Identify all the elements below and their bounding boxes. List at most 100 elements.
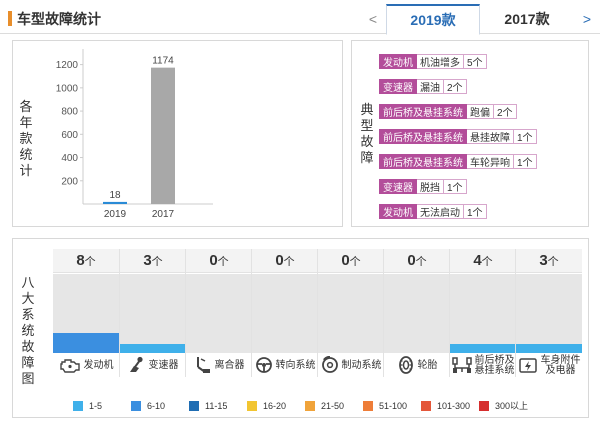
- system-bar-area: [318, 274, 384, 353]
- fault-item[interactable]: 变速器 漏油 2个: [379, 79, 467, 94]
- axle-suspension-icon: [451, 356, 472, 377]
- y-tick-label: 200: [61, 176, 78, 187]
- year-tabs: < 2019款 2017款 >: [360, 4, 600, 35]
- system-fault-count: 3个: [516, 249, 582, 273]
- legend-item: 11-15: [189, 399, 247, 412]
- legend-item: 1-5: [73, 399, 131, 412]
- eight-systems-label: 八 大 系 统 故 障 图: [21, 275, 35, 386]
- year-stats-panel: 各 年 款 统 计 200 400 600 800 1000 1200 18 2019 1174…: [12, 40, 343, 227]
- fault-symptom: 跑偏: [467, 104, 494, 119]
- bar-value-label: 18: [109, 190, 121, 201]
- systems-grid: 8个 发动机 3个 变速器 0个 离合器 0个 转向系统 0个 制动系统 0个 轮胎 4个 前后桥及 悬挂系…: [53, 249, 582, 377]
- year-bar-chart: 200 400 600 800 1000 1200 18 2019 1174 2017: [56, 49, 213, 220]
- bar-value-label: 1174: [152, 56, 174, 67]
- system-bar-area: [120, 274, 186, 353]
- legend-swatch: [305, 400, 315, 411]
- fault-category: 前后桥及悬挂系统: [379, 104, 467, 119]
- system-column[interactable]: 0个 转向系统: [251, 249, 318, 377]
- fault-count: 1个: [514, 154, 537, 169]
- system-count-value: 4: [473, 252, 482, 269]
- fault-symptom: 悬挂故障: [467, 129, 514, 144]
- legend-label: 51-100: [379, 400, 408, 411]
- y-tick-label: 1000: [56, 83, 79, 94]
- system-fault-count: 0个: [318, 249, 384, 273]
- fault-category: 变速器: [379, 79, 417, 94]
- tab-2017[interactable]: 2017款: [504, 11, 550, 27]
- legend-swatch: [247, 400, 257, 411]
- legend-label: 1-5: [89, 400, 103, 411]
- fault-category: 变速器: [379, 179, 417, 194]
- system-count-value: 0: [407, 252, 416, 269]
- x-tick-label: 2019: [104, 209, 127, 220]
- system-label: 发动机: [53, 355, 119, 377]
- title-accent-bar: [8, 11, 12, 26]
- system-column[interactable]: 0个制动系统: [317, 249, 384, 377]
- legend-swatch: [363, 400, 373, 411]
- fault-count: 1个: [444, 179, 467, 194]
- system-name: 离合器: [214, 360, 245, 371]
- system-column[interactable]: 3个 变速器: [119, 249, 186, 377]
- severity-legend: 1-5 6-10 11-15 16-20 21-50 51-100 101-300 300以上: [73, 399, 537, 412]
- system-fault-count: 3个: [120, 249, 186, 273]
- legend-label: 101-300: [437, 400, 471, 411]
- system-fault-count: 0个: [384, 249, 450, 273]
- system-name: 前后桥及 悬挂系统: [474, 355, 515, 376]
- system-label: 车身附件 及电器: [516, 355, 582, 377]
- system-level-bar: [450, 344, 516, 353]
- y-tick-label: 400: [61, 153, 78, 164]
- tire-icon: [397, 355, 415, 377]
- system-bar-area: [450, 274, 516, 353]
- fault-category: 前后桥及悬挂系统: [379, 154, 467, 169]
- system-column[interactable]: 3个车身附件 及电器: [515, 249, 582, 377]
- system-bar-area: [53, 274, 119, 353]
- system-bar-area: [186, 274, 252, 353]
- x-tick-label: 2017: [152, 209, 175, 220]
- fault-symptom: 机油增多: [417, 54, 464, 69]
- system-column[interactable]: 0个离合器: [185, 249, 252, 377]
- system-name: 车身附件 及电器: [540, 355, 581, 376]
- system-count-value: 0: [209, 252, 218, 269]
- system-label: 前后桥及 悬挂系统: [450, 355, 516, 377]
- fault-symptom: 车轮异响: [467, 154, 514, 169]
- fault-count: 5个: [464, 54, 487, 69]
- system-column[interactable]: 4个 前后桥及 悬挂系统: [449, 249, 516, 377]
- eight-systems-panel: 八 大 系 统 故 障 图 8个 发动机 3个 变速器 0个 离合器 0个 转向系统 0个 制动系…: [12, 238, 589, 418]
- system-column[interactable]: 0个轮胎: [383, 249, 450, 377]
- system-bar-area: [516, 274, 582, 353]
- tab-2019[interactable]: 2019款: [386, 4, 480, 35]
- fault-item[interactable]: 前后桥及悬挂系统 车轮异响 1个: [379, 154, 537, 169]
- fault-category: 前后桥及悬挂系统: [379, 129, 467, 144]
- fault-item[interactable]: 变速器 脱挡 1个: [379, 179, 467, 194]
- fault-symptom: 脱挡: [417, 179, 444, 194]
- system-label: 轮胎: [384, 355, 450, 377]
- system-count-value: 0: [341, 252, 350, 269]
- system-count-unit: 个: [415, 256, 427, 268]
- bar-2017: [151, 67, 175, 205]
- y-axis: [82, 49, 213, 205]
- fault-item[interactable]: 发动机 无法启动 1个: [379, 204, 487, 219]
- next-arrow-icon[interactable]: >: [582, 11, 592, 27]
- legend-swatch: [131, 400, 141, 411]
- system-level-bar: [120, 344, 186, 353]
- system-label: 制动系统: [318, 355, 384, 377]
- system-fault-count: 0个: [186, 249, 252, 273]
- system-count-unit: 个: [217, 256, 229, 268]
- car-electrics-icon: [518, 356, 538, 377]
- legend-swatch: [479, 400, 489, 411]
- system-count-unit: 个: [547, 256, 559, 268]
- system-fault-count: 8个: [53, 249, 119, 273]
- system-name: 发动机: [83, 360, 114, 371]
- steering-wheel-icon: [255, 356, 273, 377]
- fault-symptom: 无法启动: [417, 204, 464, 219]
- system-column[interactable]: 8个发动机: [53, 249, 119, 377]
- year-stats-ylabel: 各 年 款 统 计: [19, 99, 33, 178]
- fault-count: 2个: [494, 104, 517, 119]
- fault-item[interactable]: 发动机 机油增多 5个: [379, 54, 487, 69]
- prev-arrow-icon[interactable]: <: [368, 11, 378, 27]
- system-label: 转向系统: [252, 355, 318, 377]
- y-tick-label: 1200: [56, 60, 79, 71]
- fault-item[interactable]: 前后桥及悬挂系统 跑偏 2个: [379, 104, 517, 119]
- fault-item[interactable]: 前后桥及悬挂系统 悬挂故障 1个: [379, 129, 537, 144]
- bar-2019: [103, 201, 127, 204]
- brake-disc-icon: [321, 355, 339, 377]
